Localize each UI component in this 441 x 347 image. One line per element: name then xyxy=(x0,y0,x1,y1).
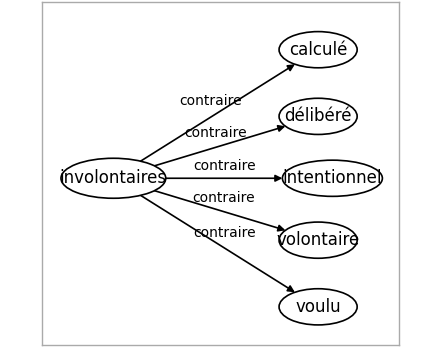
Ellipse shape xyxy=(279,32,357,68)
Ellipse shape xyxy=(279,289,357,325)
Text: contraire: contraire xyxy=(179,94,242,108)
Ellipse shape xyxy=(282,160,382,196)
Text: délibéré: délibéré xyxy=(284,107,352,125)
Text: voulu: voulu xyxy=(295,298,341,316)
Text: volontaire: volontaire xyxy=(277,231,360,249)
Text: contraire: contraire xyxy=(185,126,247,140)
Ellipse shape xyxy=(279,222,357,258)
Text: calculé: calculé xyxy=(289,41,348,59)
Ellipse shape xyxy=(279,98,357,134)
Text: contraire: contraire xyxy=(194,226,256,239)
Text: contraire: contraire xyxy=(193,159,255,174)
Text: contraire: contraire xyxy=(192,191,255,205)
Text: intentionnel: intentionnel xyxy=(283,169,382,187)
Text: involontaires: involontaires xyxy=(60,169,167,187)
Ellipse shape xyxy=(61,158,166,198)
